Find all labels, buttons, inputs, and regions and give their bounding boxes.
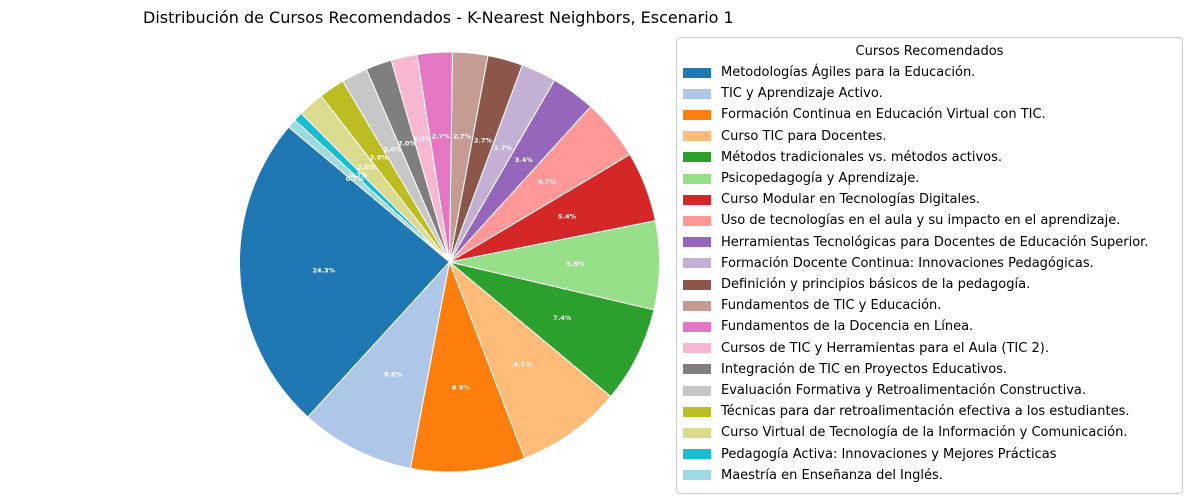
pie-slice-4	[448, 260, 612, 459]
legend-label: Fundamentos de la Docencia en Línea.	[721, 319, 974, 335]
pie-slice-label-2: 8.8%	[384, 371, 403, 379]
legend-label: Integración de TIC en Proyectos Educativ…	[721, 361, 1008, 377]
legend-item: Formación Docente Continua: Innovaciones…	[683, 253, 1094, 274]
legend-label: Cursos de TIC y Herramientas para el Aul…	[721, 340, 1049, 356]
pie-slice-label-19: 0.7%	[350, 171, 369, 179]
legend-item: Curso Virtual de Tecnología de la Inform…	[683, 422, 1127, 443]
legend-swatch	[683, 449, 711, 460]
pie-slice-label-17: 2.0%	[370, 154, 389, 162]
legend-swatch	[683, 109, 711, 120]
pie-slice-label-15: 2.0%	[398, 139, 417, 147]
legend-label: Curso TIC para Docentes.	[721, 128, 887, 144]
pie-slice-label-11: 2.7%	[474, 137, 493, 145]
legend-item: Maestría en Enseñanza del Inglés.	[683, 465, 943, 486]
legend-label: Definición y principios básicos de la pe…	[721, 277, 1031, 292]
legend-swatch	[683, 152, 711, 163]
legend-swatch	[683, 131, 711, 142]
pie-slice-label-5: 7.4%	[553, 314, 572, 322]
legend-label: Herramientas Tecnológicas para Docentes …	[721, 234, 1149, 250]
pie-slice-label-1: 24.3%	[312, 266, 335, 274]
pie-slice-label-3: 8.8%	[452, 383, 471, 391]
legend-swatch	[683, 88, 711, 99]
pie-slice-5	[449, 261, 655, 398]
legend-swatch	[683, 215, 711, 226]
legend-swatch	[683, 406, 711, 417]
legend-item: Evaluación Formativa y Retroalimentación…	[683, 380, 1086, 401]
legend-item: Fundamentos de la Docencia en Línea.	[683, 316, 973, 337]
pie-slice-label-12: 2.7%	[453, 133, 472, 141]
legend-item: Herramientas Tecnológicas para Docentes …	[683, 232, 1148, 253]
legend-label: Formación Continua en Educación Virtual …	[721, 107, 1046, 123]
legend-swatch	[683, 258, 711, 269]
legend-label: Maestría en Enseñanza del Inglés.	[721, 467, 943, 483]
legend-swatch	[683, 321, 711, 332]
legend-item: Fundamentos de TIC y Educación.	[683, 295, 941, 316]
legend-item: Técnicas para dar retroalimentación efec…	[683, 401, 1129, 422]
pie-slice-3	[409, 260, 526, 473]
legend-swatch	[683, 427, 711, 438]
legend-label: Psicopedagogía y Aprendizaje.	[721, 171, 920, 186]
legend-label: Técnicas para dar retroalimentación efec…	[721, 404, 1130, 420]
legend-swatch	[683, 279, 711, 290]
pie-slice-20	[287, 119, 450, 263]
legend: Cursos Recomendados Metodologías Ágiles …	[676, 37, 1183, 494]
legend-swatch	[683, 343, 711, 354]
legend-label: Curso Virtual de Tecnología de la Inform…	[721, 425, 1128, 441]
legend-item: Métodos tradicionales vs. métodos activo…	[683, 147, 1002, 168]
legend-item: Definición y principios básicos de la pe…	[683, 274, 1030, 295]
legend-swatch	[683, 385, 711, 396]
legend-swatch	[683, 173, 711, 184]
legend-label: Fundamentos de TIC y Educación.	[721, 298, 942, 314]
legend-label: Formación Docente Continua: Innovaciones…	[721, 255, 1094, 271]
legend-swatch	[683, 470, 711, 481]
legend-swatch	[683, 300, 711, 311]
pie-slice-label-4: 8.1%	[514, 360, 533, 368]
pie-chart: 24.3%8.8%8.8%8.1%7.4%6.8%5.4%4.7%3.4%2.7…	[239, 51, 660, 473]
legend-label: Métodos tradicionales vs. métodos activo…	[721, 149, 1003, 165]
pie-slice-label-6: 6.8%	[566, 260, 585, 268]
pie-slice-label-9: 3.4%	[515, 156, 534, 164]
legend-item: Psicopedagogía y Aprendizaje.	[683, 168, 919, 189]
legend-title: Cursos Recomendados	[855, 44, 1004, 59]
pie-slice-label-8: 4.7%	[538, 178, 557, 186]
pie-slice-label-10: 2.7%	[494, 144, 513, 152]
chart-title: Distribución de Cursos Recomendados - K-…	[143, 8, 734, 27]
legend-item: Uso de tecnologías en el aula y su impac…	[683, 210, 1120, 231]
pie-slice-label-18: 2.0%	[357, 163, 376, 171]
legend-label: TIC y Aprendizaje Activo.	[721, 86, 883, 102]
legend-swatch	[683, 364, 711, 375]
pie-slice-2	[307, 260, 451, 469]
legend-label: Metodologías Ágiles para la Educación.	[721, 65, 976, 80]
legend-swatch	[683, 67, 711, 78]
legend-item: Integración de TIC en Proyectos Educativ…	[683, 359, 1007, 380]
legend-label: Pedagogía Activa: Innovaciones y Mejores…	[721, 446, 1057, 462]
legend-item: Curso Modular en Tecnologías Digitales.	[683, 189, 980, 210]
legend-item: Curso TIC para Docentes.	[683, 126, 887, 147]
legend-label: Uso de tecnologías en el aula y su impac…	[721, 213, 1121, 229]
legend-swatch	[683, 194, 711, 205]
legend-label: Evaluación Formativa y Retroalimentación…	[721, 383, 1086, 398]
pie-slice-1	[239, 126, 451, 418]
pie-slice-label-20: 0.7%	[346, 175, 365, 183]
pie-slice-label-13: 2.7%	[432, 132, 451, 140]
legend-swatch	[683, 237, 711, 248]
legend-item: Pedagogía Activa: Innovaciones y Mejores…	[683, 444, 1056, 465]
legend-item: Cursos de TIC y Herramientas para el Aul…	[683, 338, 1049, 359]
legend-item: Metodologías Ágiles para la Educación.	[683, 62, 975, 83]
legend-label: Curso Modular en Tecnologías Digitales.	[721, 192, 981, 208]
pie-slice-label-14: 2.0%	[413, 135, 432, 143]
legend-item: Formación Continua en Educación Virtual …	[683, 104, 1046, 125]
pie-slice-label-7: 5.4%	[558, 213, 577, 221]
pie-slice-label-16: 2.0%	[383, 146, 402, 154]
legend-item: TIC y Aprendizaje Activo.	[683, 83, 883, 104]
